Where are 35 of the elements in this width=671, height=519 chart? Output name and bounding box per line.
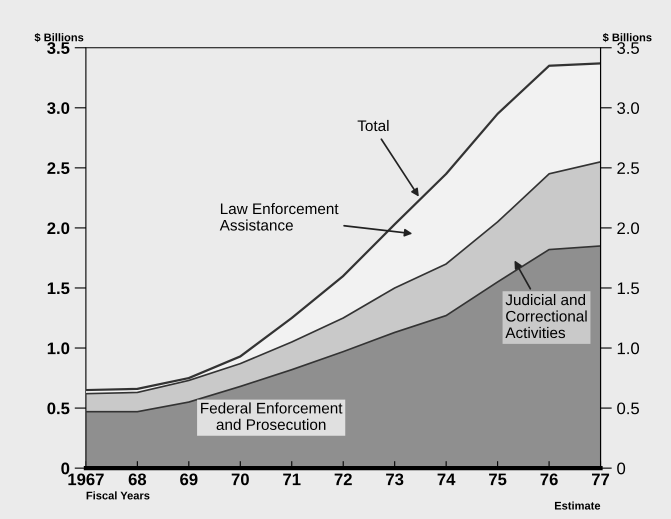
y-tick-label: 3.5 [47,42,70,54]
x-tick-label: 77 [592,474,610,486]
y-axis-title: $ Billions [34,32,84,42]
y-tick-label: 0 [61,462,70,474]
x-axis-title: Fiscal Years [86,491,150,500]
y2-tick-label: 3.5 [617,42,639,54]
x-tick-label: 68 [128,473,146,486]
x-tick-label: 69 [180,473,198,486]
x-tick-label: 1967 [68,473,104,486]
y-tick-label: 2.0 [47,222,70,234]
text: Law Enforcement Assistance [220,202,338,231]
y2-tick-label: 1.0 [618,342,640,354]
x-tick-label: 75 [489,474,506,486]
y-tick-label: 0.5 [47,402,70,414]
x-tick-label: 70 [232,473,249,486]
y2-tick-label: 0 [617,462,626,474]
y2-tick-label: 0.5 [617,402,639,414]
x-tick-label: 72 [334,473,352,486]
text: Estimate [554,501,600,510]
series-label: Federal Enforcement and Prosecution [201,402,342,430]
y2-axis-title: $ Billions [602,32,652,42]
y-tick-label: 1.0 [48,342,70,354]
y2-tick-label: 2.5 [617,162,639,174]
y2-tick-label: 3.0 [617,102,640,114]
y-tick-label: 3.0 [47,102,70,114]
y-tick-label: 1.5 [48,282,70,294]
x-tick-label: 73 [386,473,404,486]
x-tick-label: 71 [283,474,301,486]
x-tick-label: 74 [438,474,456,486]
x-tick-label: 76 [540,473,558,486]
y2-tick-label: 2.0 [617,222,640,234]
annotation: Total [358,120,389,132]
y2-tick-label: 1.5 [618,282,639,294]
series-label: Judicial and Correctional Activities [505,294,587,338]
y-tick-label: 2.5 [47,162,70,174]
